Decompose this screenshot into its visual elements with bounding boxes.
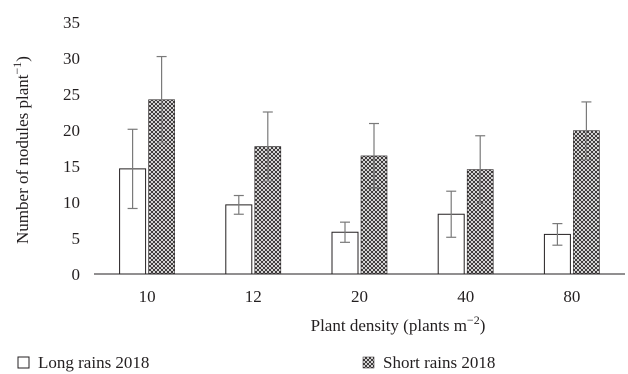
legend-label-short-rains: Short rains 2018 <box>383 353 495 372</box>
error-bar <box>581 101 592 161</box>
x-tick-label: 20 <box>351 287 368 306</box>
error-bar <box>127 128 138 210</box>
y-tick-label: 15 <box>63 157 80 176</box>
error-bar <box>475 135 486 205</box>
error-bar <box>156 55 167 144</box>
y-axis-ticks: 0 5 10 15 20 25 30 35 <box>63 13 80 284</box>
x-axis-ticks: 10 12 20 40 80 <box>139 287 581 306</box>
bar-long-rains <box>331 231 359 275</box>
error-bar <box>340 221 350 243</box>
x-axis-title: Plant density (plants m−2) <box>311 313 486 335</box>
error-bar <box>262 111 273 182</box>
y-tick-label: 0 <box>72 265 81 284</box>
y-tick-label: 25 <box>63 85 80 104</box>
legend-label-long-rains: Long rains 2018 <box>38 353 149 372</box>
y-tick-label: 30 <box>63 49 80 68</box>
y-tick-label: 35 <box>63 13 80 32</box>
error-bars-layer <box>127 55 592 246</box>
legend-swatch-long-rains <box>17 356 30 369</box>
y-tick-label: 5 <box>72 229 81 248</box>
bar-long-rains <box>225 204 253 275</box>
bars-layer <box>119 99 600 275</box>
error-bar <box>369 122 379 189</box>
legend-swatch-short-rains <box>362 356 375 369</box>
y-tick-label: 20 <box>63 121 80 140</box>
y-tick-label: 10 <box>63 193 80 212</box>
error-bar <box>552 223 563 246</box>
y-axis-title: Number of nodules plant−1) <box>10 56 32 244</box>
x-tick-label: 12 <box>245 287 262 306</box>
error-bar <box>446 190 457 238</box>
x-tick-label: 40 <box>457 287 474 306</box>
x-tick-label: 10 <box>139 287 156 306</box>
x-tick-label: 80 <box>563 287 580 306</box>
legend: Long rains 2018 Short rains 2018 <box>17 353 495 372</box>
error-bar <box>233 194 244 215</box>
